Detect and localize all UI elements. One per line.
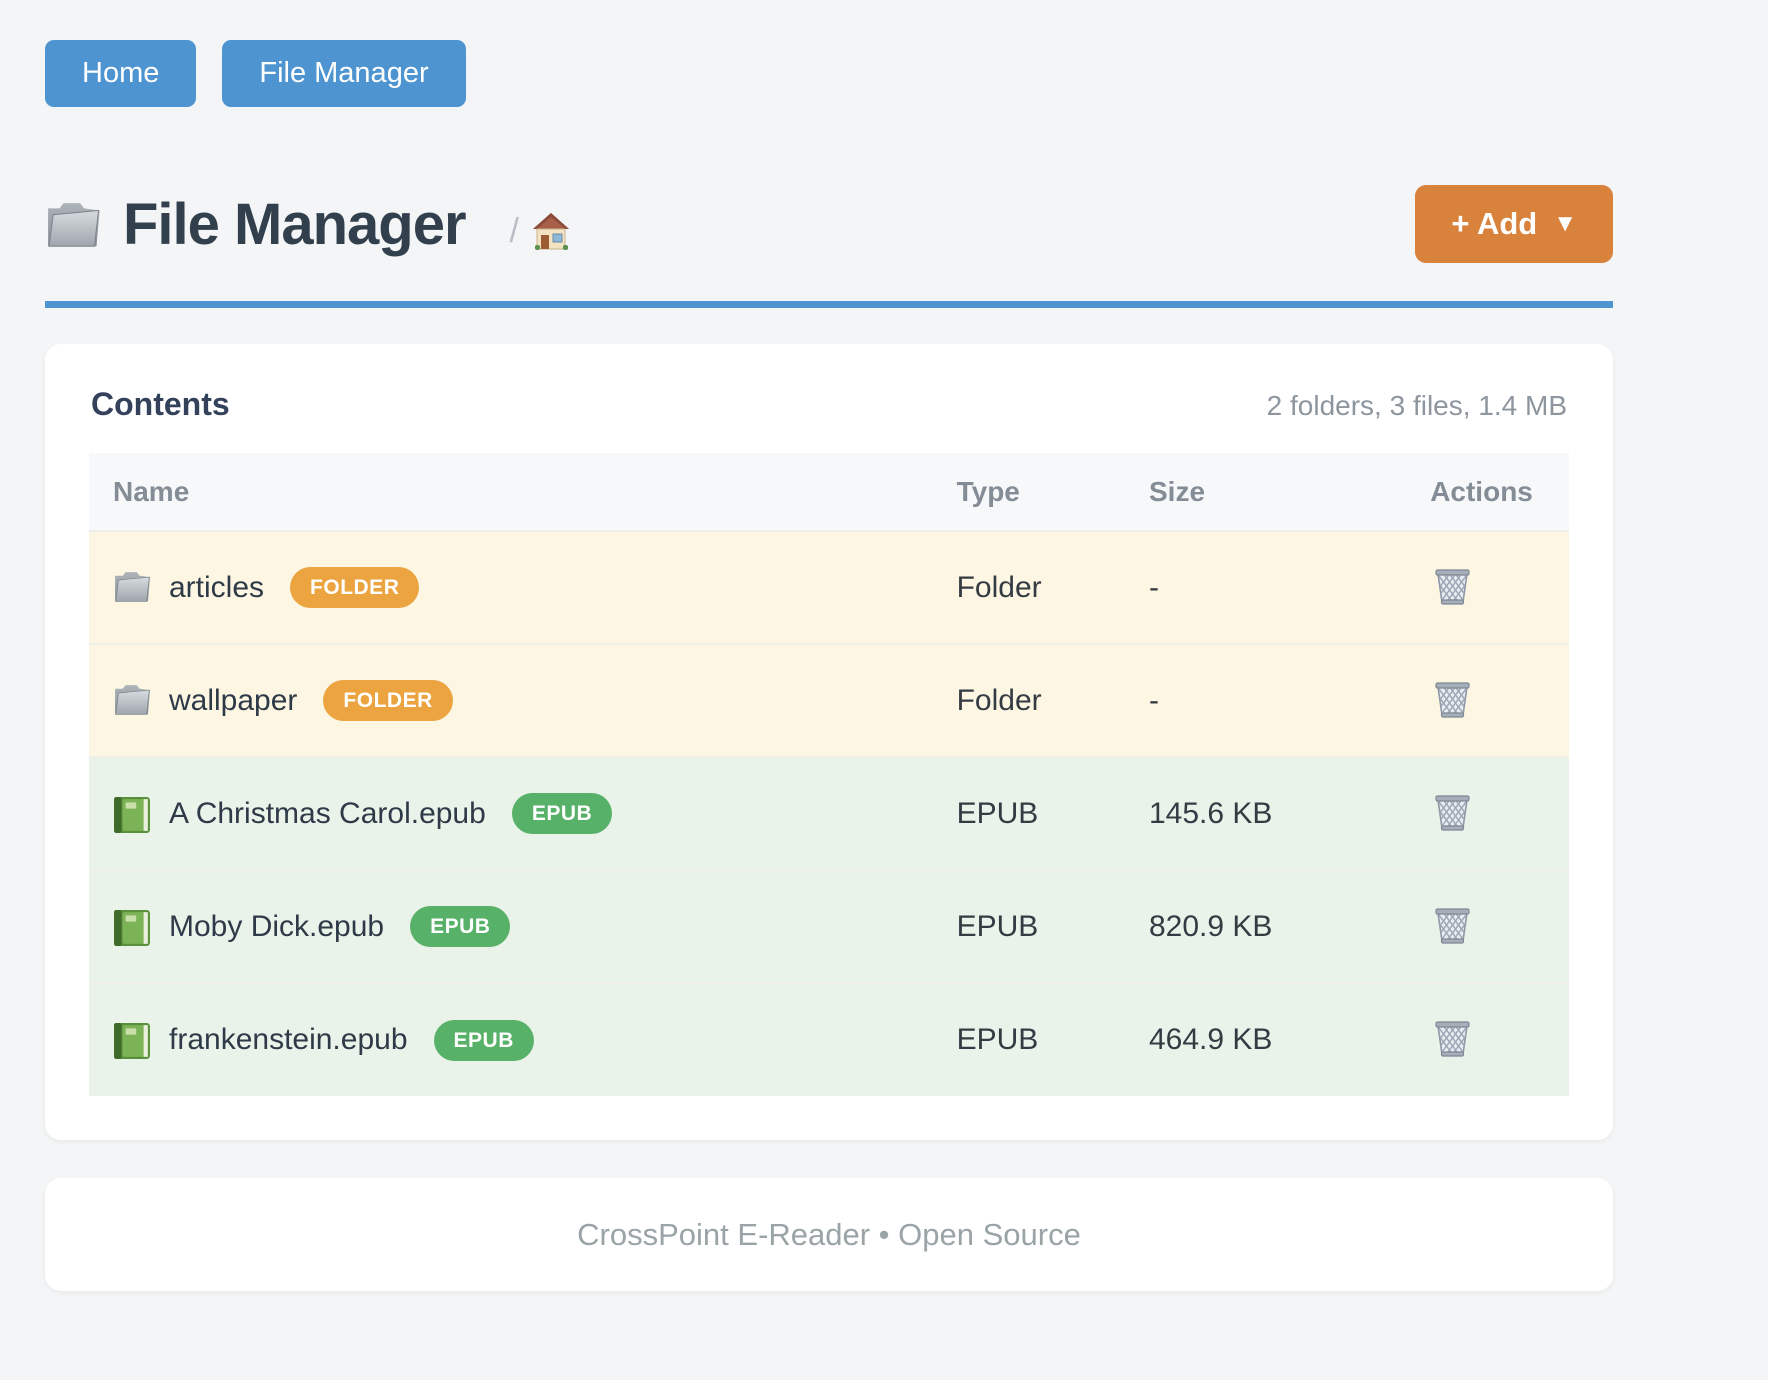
footer-card: CrossPoint E-Reader • Open Source <box>45 1178 1613 1291</box>
table-row[interactable]: A Christmas Carol.epub EPUB EPUB 145.6 K… <box>89 756 1569 870</box>
size-cell: - <box>1125 643 1407 757</box>
table-row[interactable]: articles FOLDER Folder - <box>89 530 1569 644</box>
type-cell: Folder <box>932 530 1125 644</box>
file-name[interactable]: wallpaper <box>169 683 298 717</box>
trash-icon <box>1434 1046 1471 1061</box>
file-table: Name Type Size Actions articles FOLDER F… <box>89 453 1569 1096</box>
folder-icon <box>45 200 101 248</box>
column-header-actions: Actions <box>1406 453 1569 531</box>
page-title: File Manager <box>123 191 467 257</box>
size-cell: - <box>1125 530 1407 644</box>
type-cell: Folder <box>932 643 1125 757</box>
chevron-down-icon: ▼ <box>1553 210 1577 237</box>
size-cell: 820.9 KB <box>1125 869 1407 983</box>
breadcrumb: / <box>510 211 571 251</box>
type-badge: EPUB <box>511 793 613 834</box>
file-name[interactable]: Moby Dick.epub <box>169 909 385 943</box>
delete-button[interactable] <box>1430 788 1475 836</box>
table-row[interactable]: Moby Dick.epub EPUB EPUB 820.9 KB <box>89 869 1569 983</box>
footer-text: CrossPoint E-Reader • Open Source <box>577 1216 1081 1252</box>
green-book-icon <box>113 796 151 833</box>
delete-button[interactable] <box>1430 675 1475 723</box>
add-button[interactable]: + Add ▼ <box>1415 185 1613 263</box>
type-cell: EPUB <box>932 869 1125 983</box>
delete-button[interactable] <box>1430 1014 1475 1062</box>
table-row[interactable]: wallpaper FOLDER Folder - <box>89 643 1569 757</box>
type-cell: EPUB <box>932 982 1125 1096</box>
table-header-row: Name Type Size Actions <box>89 453 1569 531</box>
table-row[interactable]: frankenstein.epub EPUB EPUB 464.9 KB <box>89 982 1569 1096</box>
trash-icon <box>1434 707 1471 722</box>
folder-icon <box>113 683 151 719</box>
type-badge: FOLDER <box>290 567 420 608</box>
top-nav: Home File Manager <box>45 40 1613 107</box>
trash-icon <box>1434 820 1471 835</box>
column-header-size: Size <box>1125 453 1407 531</box>
add-button-label: + Add <box>1451 206 1538 241</box>
green-book-icon <box>113 1022 151 1059</box>
home-button[interactable]: Home <box>45 40 197 107</box>
size-cell: 145.6 KB <box>1125 756 1407 870</box>
file-name[interactable]: A Christmas Carol.epub <box>169 796 486 830</box>
trash-icon <box>1434 594 1471 609</box>
page-header: File Manager / + Add ▼ <box>45 185 1613 263</box>
trash-icon <box>1434 933 1471 948</box>
type-badge: EPUB <box>410 906 511 947</box>
breadcrumb-separator: / <box>509 211 519 250</box>
table-body: articles FOLDER Folder - wallpaper FOLDE… <box>89 530 1569 1096</box>
column-header-name: Name <box>89 453 933 531</box>
page: Home File Manager File Manager / + Add ▼… <box>45 40 1613 1291</box>
size-cell: 464.9 KB <box>1125 982 1407 1096</box>
type-cell: EPUB <box>932 756 1125 870</box>
green-book-icon <box>113 909 151 946</box>
delete-button[interactable] <box>1430 562 1475 610</box>
column-header-type: Type <box>932 453 1125 531</box>
type-badge: EPUB <box>433 1019 534 1061</box>
contents-summary: 2 folders, 3 files, 1.4 MB <box>1266 390 1567 421</box>
type-badge: FOLDER <box>323 680 453 721</box>
file-manager-button[interactable]: File Manager <box>222 40 466 107</box>
contents-card: Contents 2 folders, 3 files, 1.4 MB Name… <box>45 344 1613 1140</box>
file-name[interactable]: frankenstein.epub <box>169 1023 408 1056</box>
delete-button[interactable] <box>1430 901 1475 949</box>
contents-title: Contents <box>91 386 230 422</box>
folder-icon <box>113 570 151 606</box>
house-icon[interactable] <box>531 211 571 251</box>
header-divider <box>45 301 1613 308</box>
file-name[interactable]: articles <box>169 570 265 604</box>
